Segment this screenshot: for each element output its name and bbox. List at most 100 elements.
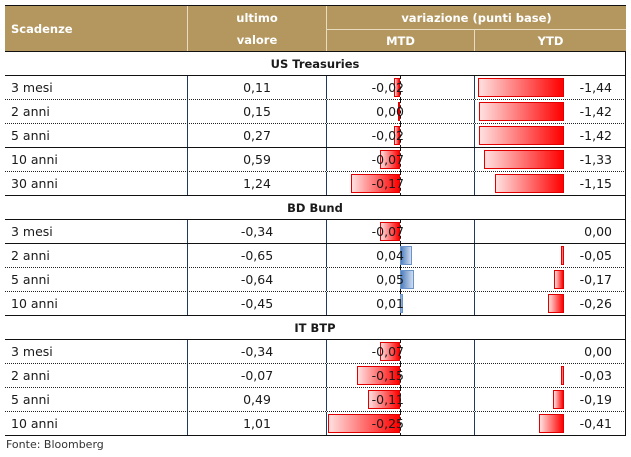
ytd-value: -1,42: [579, 104, 612, 119]
last-value: 1,24: [187, 172, 326, 195]
mtd-bar: [379, 342, 400, 361]
mtd-cell: -0,07: [326, 148, 474, 172]
mtd-bar: [394, 78, 400, 97]
ytd-bar: [561, 366, 564, 385]
last-value: -0,34: [187, 220, 326, 243]
mtd-value: -0,07: [371, 152, 404, 167]
mtd-bar: [394, 126, 400, 145]
last-value: -0,45: [187, 292, 326, 315]
ytd-cell: -0,26: [474, 292, 626, 315]
table-row: 10 anni 1,01 -0,25 -0,41: [5, 412, 626, 436]
ytd-cell: -0,03: [474, 364, 626, 387]
maturity-label: 3 mesi: [11, 224, 53, 239]
mtd-zero-axis: [400, 220, 401, 244]
ytd-cell: -1,44: [474, 76, 626, 99]
table-row: 2 anni -0,65 0,04 -0,05: [5, 244, 626, 268]
ytd-value: -0,26: [579, 296, 612, 311]
header-divider: [474, 30, 475, 51]
mtd-value: -0,25: [371, 416, 404, 431]
mtd-value: 0,04: [376, 248, 404, 263]
mtd-cell: -0,02: [326, 76, 474, 100]
ytd-cell: -0,41: [474, 412, 626, 435]
mtd-bar: [400, 270, 415, 289]
table-row: 3 mesi -0,34 -0,07 0,00: [5, 340, 626, 364]
table-row: 3 mesi -0,34 -0,07 0,00: [5, 220, 626, 244]
mtd-zero-axis: [400, 148, 401, 172]
ytd-value: -1,33: [579, 152, 612, 167]
maturity-label: 5 anni: [11, 272, 50, 287]
header-ytd: YTD: [537, 33, 564, 48]
ytd-cell: -0,19: [474, 388, 626, 411]
ytd-cell: 0,00: [474, 340, 626, 363]
table-row: 5 anni 0,49 -0,11 -0,19: [5, 388, 626, 412]
mtd-cell: -0,07: [326, 220, 474, 244]
mtd-cell: -0,17: [326, 172, 474, 196]
section-header: BD Bund: [5, 196, 626, 220]
table-row: 2 anni 0,15 0,00 -1,42: [5, 100, 626, 124]
ytd-value: -0,19: [579, 392, 612, 407]
mtd-value: -0,17: [371, 176, 404, 191]
mtd-value: -0,02: [371, 128, 404, 143]
maturity-label: 2 anni: [11, 248, 50, 263]
last-value: 0,59: [187, 148, 326, 171]
header-last-line2: valore: [236, 33, 278, 47]
maturity-label: 3 mesi: [11, 344, 53, 359]
ytd-cell: -1,15: [474, 172, 626, 195]
mtd-bar: [398, 102, 400, 121]
mtd-bar: [356, 366, 400, 385]
mtd-zero-axis: [400, 412, 401, 436]
table-row: 5 anni -0,64 0,05 -0,17: [5, 268, 626, 292]
section-header: IT BTP: [5, 316, 626, 340]
mtd-value: 0,00: [376, 104, 404, 119]
mtd-value: -0,15: [371, 368, 404, 383]
maturity-label: 2 anni: [11, 368, 50, 383]
ytd-bar: [552, 390, 564, 409]
last-value: 0,27: [187, 124, 326, 147]
maturity-label: 5 anni: [11, 392, 50, 407]
mtd-bar: [328, 414, 400, 433]
last-value: 1,01: [187, 412, 326, 435]
mtd-zero-axis: [400, 100, 401, 124]
maturity-label: 3 mesi: [11, 80, 53, 95]
header-subdivider: [327, 29, 626, 30]
mtd-zero-axis: [400, 172, 401, 196]
mtd-cell: -0,11: [326, 388, 474, 412]
ytd-bar: [478, 126, 564, 145]
mtd-bar: [379, 222, 400, 241]
mtd-zero-axis: [400, 388, 401, 412]
last-value: 0,49: [187, 388, 326, 411]
mtd-zero-axis: [400, 364, 401, 388]
mtd-cell: 0,00: [326, 100, 474, 124]
ytd-value: -0,05: [579, 248, 612, 263]
table-row: 2 anni -0,07 -0,15 -0,03: [5, 364, 626, 388]
ytd-bar: [478, 102, 564, 121]
ytd-value: -0,17: [579, 272, 612, 287]
mtd-cell: 0,05: [326, 268, 474, 292]
maturity-label: 10 anni: [11, 296, 58, 311]
mtd-bar: [400, 294, 403, 313]
source-note: Fonte: Bloomberg: [6, 438, 104, 451]
section-header: US Treasuries: [5, 52, 626, 76]
mtd-cell: 0,01: [326, 292, 474, 316]
ytd-cell: -1,42: [474, 100, 626, 123]
table-row: 3 mesi 0,11 -0,02 -1,44: [5, 76, 626, 100]
mtd-zero-axis: [400, 76, 401, 100]
maturity-label: 5 anni: [11, 128, 50, 143]
table-row: 5 anni 0,27 -0,02 -1,42: [5, 124, 626, 148]
table-header: Scadenze ultimo valore variazione (punti…: [5, 5, 626, 52]
header-scadenze: Scadenze: [11, 21, 73, 36]
mtd-bar: [400, 246, 412, 265]
ytd-value: -1,15: [579, 176, 612, 191]
mtd-value: 0,01: [376, 296, 404, 311]
mtd-zero-axis: [400, 340, 401, 364]
ytd-bar: [495, 174, 564, 193]
table-row: 30 anni 1,24 -0,17 -1,15: [5, 172, 626, 196]
mtd-cell: -0,07: [326, 340, 474, 364]
ytd-value: 0,00: [584, 344, 612, 359]
ytd-value: -1,44: [579, 80, 612, 95]
header-divider: [326, 6, 327, 51]
mtd-cell: -0,02: [326, 124, 474, 148]
header-mtd: MTD: [386, 33, 415, 48]
mtd-value: 0,05: [376, 272, 404, 287]
maturity-label: 10 anni: [11, 416, 58, 431]
